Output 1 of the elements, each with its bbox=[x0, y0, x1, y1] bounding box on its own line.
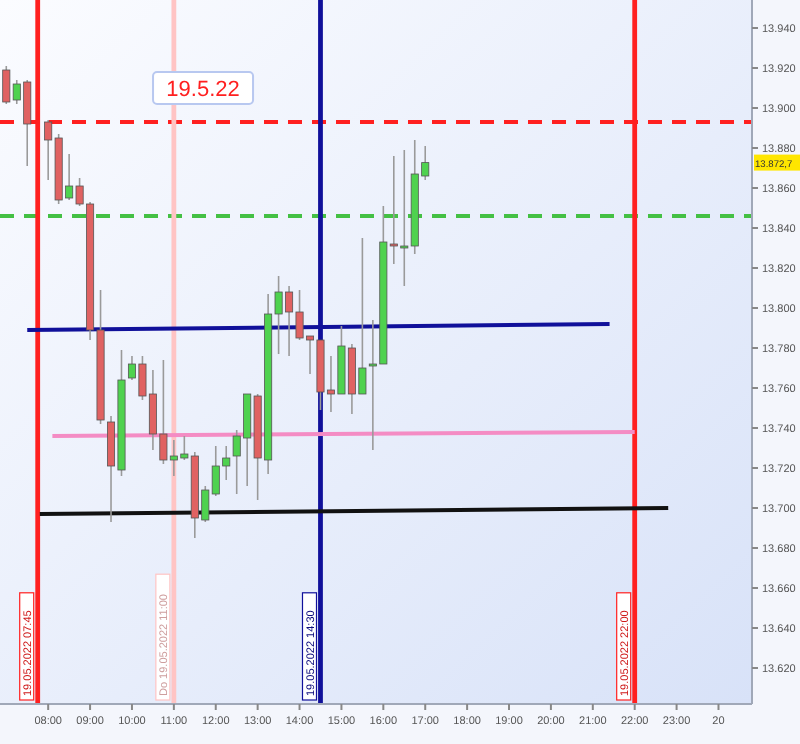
annotation: 19.5.22 bbox=[166, 78, 240, 102]
